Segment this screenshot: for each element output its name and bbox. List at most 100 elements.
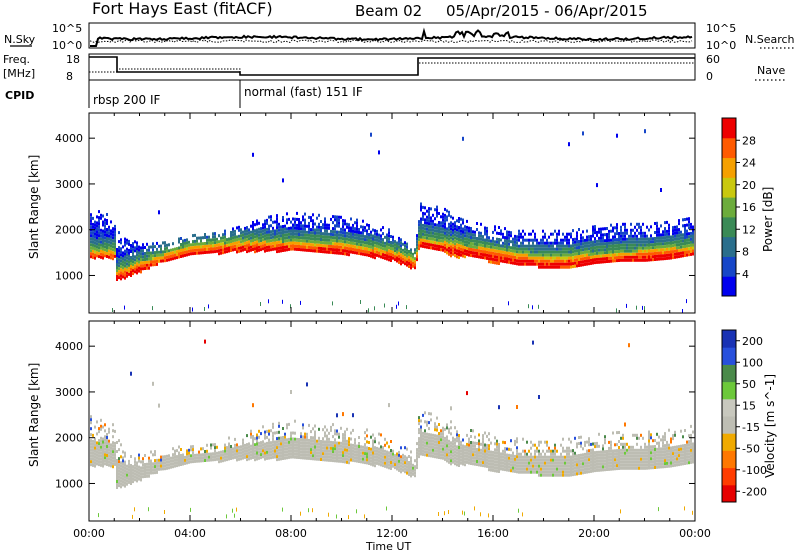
- power-cell: [582, 251, 584, 255]
- vel-cell: [484, 443, 486, 447]
- vel-cell: [118, 448, 120, 452]
- vel-cell: [514, 457, 516, 461]
- vel-cell: [256, 451, 258, 455]
- vel-cell: [516, 467, 518, 471]
- power-cell: [208, 235, 210, 239]
- vel-cell: [448, 451, 450, 455]
- power-cell: [250, 224, 252, 228]
- vel-cell: [322, 443, 324, 447]
- vel-cell: [562, 458, 564, 462]
- vel-cell: [222, 450, 224, 454]
- power-cell: [684, 254, 686, 257]
- vel-cell: [456, 463, 458, 467]
- power-cell: [440, 224, 442, 228]
- power-cell: [198, 236, 200, 240]
- power-cell: [604, 245, 606, 249]
- power-cell: [318, 231, 320, 235]
- power-cell: [250, 230, 252, 234]
- vel-cell: [476, 463, 478, 466]
- vel-cell: [544, 458, 546, 462]
- power-cell: [162, 241, 164, 245]
- power-cell: [570, 247, 572, 251]
- power-cell: [276, 238, 278, 242]
- power-cell: [376, 250, 378, 254]
- vel-cell: [128, 480, 130, 484]
- vel-cell: [168, 454, 170, 458]
- power-cell: [118, 249, 120, 253]
- power-cell: [490, 254, 492, 258]
- power-cell: [550, 256, 552, 260]
- vel-cell: [280, 442, 282, 446]
- power-cell: [340, 215, 342, 219]
- vel-cell: [348, 437, 350, 441]
- vel-cell: [294, 443, 296, 447]
- vel-cell: [496, 442, 498, 446]
- vel-cell: [90, 415, 92, 419]
- power-cell: [566, 235, 568, 239]
- vel-cell: [472, 462, 474, 466]
- vel-cell: [310, 448, 312, 452]
- vel-cell: [210, 455, 212, 459]
- power-cell: [428, 237, 430, 241]
- power-cell: [100, 237, 102, 241]
- vel-cell: [336, 456, 338, 460]
- power-cell: [578, 264, 580, 267]
- vel-cell: [148, 474, 150, 478]
- power-cell: [434, 244, 436, 248]
- power-cell: [438, 224, 440, 227]
- vel-cell: [424, 450, 426, 454]
- power-cell: [596, 233, 598, 237]
- vel-cell: [532, 467, 534, 471]
- power-cell: [338, 224, 340, 228]
- power-cell: [572, 238, 574, 242]
- power-cell: [148, 266, 150, 270]
- vel-cell: [292, 431, 294, 435]
- vel-cell: [92, 439, 94, 443]
- vel-cell: [100, 427, 102, 431]
- vel-cell: [498, 452, 500, 455]
- vel-cell: [276, 458, 278, 462]
- power-cell: [618, 256, 620, 259]
- vel-cell: [186, 458, 188, 462]
- power-cell: [200, 245, 202, 249]
- power-cell: [378, 248, 380, 252]
- power-cell: [232, 233, 234, 237]
- vel-cell: [454, 447, 456, 451]
- power-cell: [598, 242, 600, 246]
- power-cell: [554, 259, 556, 263]
- vel-cell: [344, 451, 346, 455]
- power-cell: [130, 244, 132, 247]
- power-cell: [418, 238, 420, 242]
- vel-cell: [532, 470, 534, 474]
- vel-cell: [418, 416, 420, 420]
- power-cell: [238, 246, 240, 250]
- vel-cell: [246, 446, 248, 450]
- power-cell: [636, 228, 638, 232]
- power-cell: [438, 230, 440, 233]
- power-cell: [200, 248, 202, 252]
- power-cell: [398, 236, 400, 240]
- vel-cell: [302, 444, 304, 448]
- power-cell: [622, 243, 624, 247]
- vel-cell: [188, 454, 190, 458]
- power-colorbar-segment: [722, 197, 736, 218]
- vel-cell: [366, 458, 368, 462]
- power-cell: [262, 235, 264, 239]
- power-cell: [126, 241, 128, 245]
- power-cell: [498, 232, 500, 235]
- power-cell: [612, 235, 614, 239]
- vel-cell: [380, 445, 382, 449]
- nsearch-trace: [89, 39, 693, 44]
- power-cell: [352, 247, 354, 251]
- power-cell: [464, 246, 466, 250]
- power-cell: [214, 241, 216, 245]
- power-cell: [294, 241, 296, 245]
- vel-cell: [136, 461, 138, 465]
- power-cell: [304, 233, 306, 237]
- power-cell: [536, 256, 538, 260]
- power-cell: [288, 238, 290, 242]
- vel-cell: [236, 443, 238, 447]
- power-cell: [248, 231, 250, 235]
- vel-cell: [276, 449, 278, 453]
- power-cell: [594, 243, 596, 247]
